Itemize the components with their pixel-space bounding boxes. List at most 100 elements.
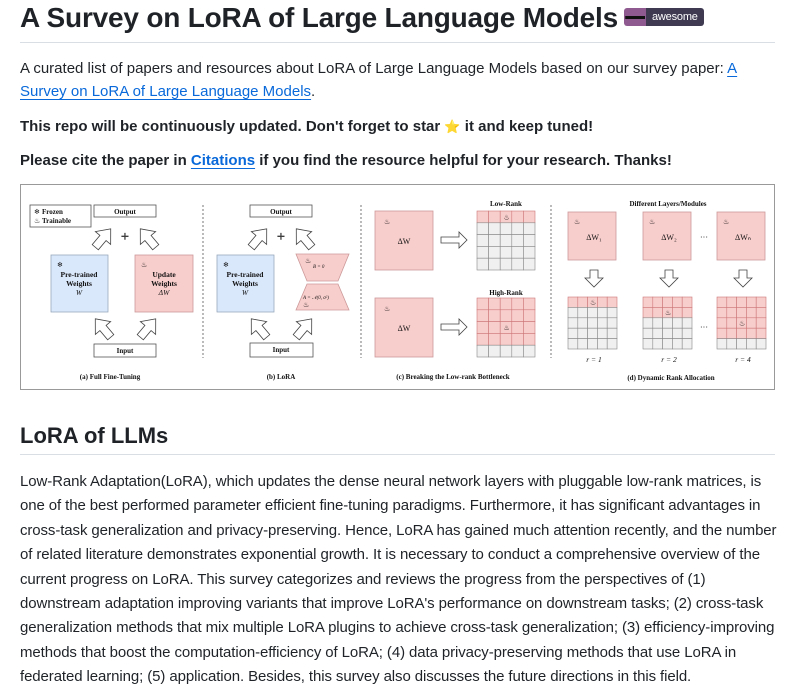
grid-cell xyxy=(567,307,579,319)
grid-cell xyxy=(511,234,524,247)
grid-cell xyxy=(523,333,536,346)
grid-cell xyxy=(746,317,757,329)
grid-cell xyxy=(523,246,536,259)
grid-cell xyxy=(577,327,588,339)
grid-cell xyxy=(681,327,693,339)
delta-w-box-low xyxy=(374,210,434,271)
grid-cell xyxy=(511,333,524,346)
lora-overview-figure: ❄ Frozen ♨ Trainable Output + ❄ Pre-trai… xyxy=(20,184,775,390)
badge-label: awesome xyxy=(646,7,704,26)
pretrained-label: Pre-trained xyxy=(227,270,265,279)
flame-icon: ♨ xyxy=(574,218,580,226)
input-box-b xyxy=(249,342,314,358)
flame-icon: ♨ xyxy=(723,218,729,226)
grid-cell xyxy=(672,338,683,350)
grid-cell xyxy=(755,307,767,319)
grid-cell xyxy=(716,338,728,350)
flame-icon: ♨ xyxy=(384,305,390,313)
grid-cell xyxy=(577,307,588,319)
rank-label: r = 2 xyxy=(661,355,677,364)
grid-cell xyxy=(511,210,524,224)
update-label: ΔW xyxy=(158,288,170,297)
grid-cell xyxy=(681,307,693,319)
arrow-icon xyxy=(132,311,164,345)
flame-icon: ♨ xyxy=(649,218,655,226)
grid-cell xyxy=(755,338,767,350)
arrow-icon xyxy=(288,311,320,345)
awesome-badge[interactable]: ▬▬ awesome xyxy=(624,7,704,26)
down-arrow-icon xyxy=(659,269,679,288)
arrow-icon xyxy=(288,221,320,255)
legend-trainable: Trainable xyxy=(42,217,71,225)
citations-link[interactable]: Citations xyxy=(190,152,256,169)
grid-cell xyxy=(587,338,598,350)
grid-cell xyxy=(476,344,489,358)
grid-cell xyxy=(672,327,683,339)
grid-cell xyxy=(488,333,501,346)
grid-cell xyxy=(736,296,747,308)
grid-cell xyxy=(642,307,654,319)
grid-cell xyxy=(488,344,501,358)
flame-icon: ♨ xyxy=(141,261,147,269)
grid-cell xyxy=(642,296,654,308)
notice-text: This repo will be continuously updated. … xyxy=(20,118,445,135)
grid-cell xyxy=(499,222,513,235)
grid-cell xyxy=(499,297,513,311)
grid-cell xyxy=(606,307,618,319)
flame-icon: ♨ xyxy=(384,218,390,226)
grid-cell xyxy=(716,296,728,308)
grid-cell xyxy=(726,317,737,329)
arrow-icon xyxy=(243,311,275,345)
output-box-b xyxy=(249,204,313,218)
cite-notice: Please cite the paper in Citations if yo… xyxy=(20,150,780,172)
input-label-b: Input xyxy=(273,346,290,354)
delta-w2-box xyxy=(642,211,692,261)
grid-cell xyxy=(726,327,737,339)
grid-cell xyxy=(511,344,524,358)
high-rank-grid: ♨ xyxy=(476,297,536,358)
grid-cell xyxy=(577,338,588,350)
plus-icon: + xyxy=(121,230,129,245)
legend-box: ❄ Frozen ♨ Trainable xyxy=(29,204,92,228)
grid-cell xyxy=(755,296,767,308)
grid-cell xyxy=(597,307,608,319)
star-icon: ⭐ xyxy=(444,119,461,134)
grid-cell xyxy=(662,317,673,329)
grid-cell xyxy=(511,321,524,334)
grid-cell xyxy=(726,307,737,319)
matrix-a-label: A = 𝒩(0, σ²) xyxy=(302,295,329,301)
output-label-b: Output xyxy=(270,208,292,216)
arrow-icon xyxy=(87,311,119,345)
flame-icon: ♨ xyxy=(739,320,745,328)
ellipsis: ··· xyxy=(700,233,708,242)
grid-cell xyxy=(488,321,501,334)
snowflake-icon: ❄ xyxy=(223,261,229,269)
grid-cell xyxy=(736,307,747,319)
grid-cell xyxy=(662,327,673,339)
delta-w-label: ΔW xyxy=(398,237,411,246)
grid-cell xyxy=(672,317,683,329)
grid-cell xyxy=(587,307,598,319)
section-divider xyxy=(20,454,775,455)
survey-paper-link[interactable]: A Survey on LoRA of Large Language Model… xyxy=(20,60,738,100)
grid-cell xyxy=(523,222,536,235)
low-rank-label: Low-Rank xyxy=(490,200,522,208)
rank-1-grid: ♨ xyxy=(567,296,618,350)
right-arrow-icon xyxy=(440,231,468,249)
grid-cell xyxy=(672,307,683,319)
input-label-a: Input xyxy=(117,347,134,355)
down-arrow-icon xyxy=(584,269,604,288)
grid-cell xyxy=(736,338,747,350)
grid-cell xyxy=(755,327,767,339)
grid-cell xyxy=(716,327,728,339)
input-box-a xyxy=(93,343,157,358)
grid-cell xyxy=(488,222,501,235)
grid-cell xyxy=(746,296,757,308)
delta-wn-label: ΔWₙ xyxy=(735,233,751,242)
grid-cell xyxy=(476,333,489,346)
pretrained-label: Weights xyxy=(232,279,258,288)
update-weights-box xyxy=(134,254,194,313)
grid-cell xyxy=(642,327,654,339)
grid-cell xyxy=(567,317,579,329)
grid-cell xyxy=(597,296,608,308)
